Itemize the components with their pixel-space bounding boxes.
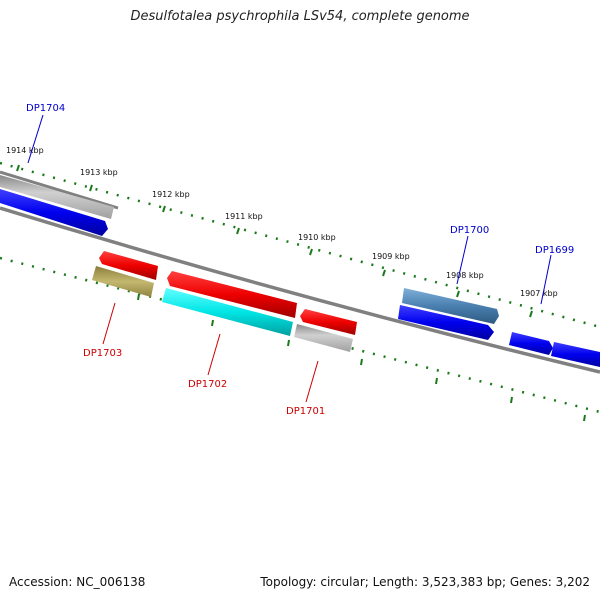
scale-label: 1908 kbp: [446, 271, 484, 280]
outer-scale-track: [0, 161, 600, 329]
gene-red-reverse-mid[interactable]: [167, 271, 297, 318]
gene-label-dp1704[interactable]: DP1704: [26, 103, 65, 114]
scale-label: 1912 kbp: [152, 190, 190, 199]
gene-blue-forward-left[interactable]: [0, 189, 108, 236]
gene-label-dp1703[interactable]: DP1703: [83, 348, 122, 359]
scale-label: 1911 kbp: [225, 212, 263, 221]
scale-label: 1914 kbp: [6, 146, 44, 155]
reverse-strand-genes: [92, 251, 357, 352]
forward-strand-backbone: [0, 170, 119, 210]
scale-major-tick: [529, 310, 533, 318]
gene-red-reverse-left[interactable]: [99, 251, 158, 280]
scale-label: 1909 kbp: [372, 252, 410, 261]
gene-dp1701[interactable]: [294, 324, 353, 352]
scale-minor-tick: [360, 358, 363, 366]
scale-minor-tick: [510, 396, 513, 404]
scale-major-tick: [16, 164, 20, 172]
gene-dp1699[interactable]: [509, 332, 553, 355]
scale-major-tick: [456, 290, 460, 298]
scale-minor-tick: [583, 414, 586, 422]
gene-dp1704[interactable]: [0, 175, 114, 219]
scale-minor-tick: [435, 377, 438, 385]
gene-label-dp1701[interactable]: DP1701: [286, 406, 325, 417]
label-leaders: [27, 114, 552, 403]
scale-major-tick: [162, 205, 166, 213]
scale-major-tick: [382, 269, 386, 277]
gene-red-reverse-right[interactable]: [300, 309, 357, 335]
scale-major-tick: [309, 248, 313, 256]
scale-major-tick: [236, 227, 240, 235]
gene-blue-forward-mid[interactable]: [398, 305, 494, 340]
scale-label: 1913 kbp: [80, 168, 118, 177]
scale-label: 1910 kbp: [298, 233, 336, 242]
scale-major-tick: [89, 184, 93, 192]
accession-text: Accession: NC_006138: [9, 575, 146, 589]
inner-scale-track: [0, 256, 600, 422]
scale-minor-tick: [137, 293, 140, 301]
gene-label-dp1699[interactable]: DP1699: [535, 245, 574, 256]
gene-dp1702[interactable]: [162, 288, 293, 336]
scale-labels: 1914 kbp 1913 kbp 1912 kbp 1911 kbp 1910…: [6, 146, 558, 298]
scale-minor-tick: [211, 319, 214, 327]
topology-text: Topology: circular; Length: 3,523,383 bp…: [260, 575, 590, 589]
gene-labels: DP1704 DP1700 DP1699 DP1703 DP1702 DP170…: [26, 103, 574, 417]
gene-blue-forward-right[interactable]: [551, 342, 600, 367]
scale-label: 1907 kbp: [520, 289, 558, 298]
gene-dp1703[interactable]: [92, 266, 154, 297]
gene-label-dp1702[interactable]: DP1702: [188, 379, 227, 390]
gene-dp1700[interactable]: [402, 288, 499, 324]
genome-backbone: [0, 206, 600, 374]
scale-minor-tick: [287, 339, 290, 347]
gene-label-dp1700[interactable]: DP1700: [450, 225, 489, 236]
map-title: Desulfotalea psychrophila LSv54, complet…: [130, 9, 470, 24]
forward-strand-genes: [0, 175, 600, 367]
